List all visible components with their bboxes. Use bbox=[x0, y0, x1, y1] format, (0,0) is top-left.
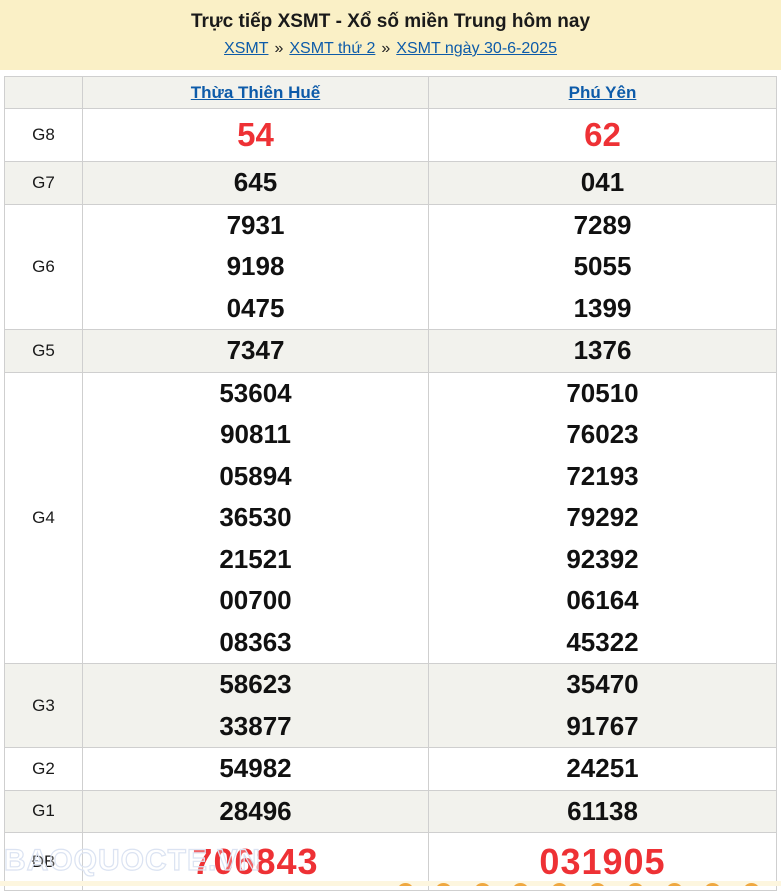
result-number: 90811 bbox=[220, 419, 291, 449]
result-number: 28496 bbox=[219, 795, 292, 826]
result-cell: 7289 5055 1399 bbox=[428, 203, 777, 330]
breadcrumb-separator: » bbox=[381, 40, 391, 57]
result-cell: 54 bbox=[82, 108, 429, 162]
result-number: 58623 bbox=[219, 669, 292, 699]
result-number: 08363 bbox=[219, 626, 292, 657]
results-table-wrap: Thừa Thiên Huế Phú Yên G8 54 62 G7 645 041 G6 7… bbox=[4, 76, 777, 891]
result-cell: 1376 bbox=[428, 329, 777, 373]
column-header-thua-thien-hue: Thừa Thiên Huế bbox=[82, 76, 429, 109]
province-link-phu-yen[interactable]: Phú Yên bbox=[568, 82, 637, 102]
result-number: 70510 bbox=[566, 377, 639, 408]
result-number: 06164 bbox=[566, 585, 639, 615]
result-number: 05894 bbox=[219, 460, 292, 491]
result-cell: 54982 bbox=[82, 747, 429, 791]
result-cell: 645 bbox=[82, 161, 429, 205]
result-number: 62 bbox=[584, 116, 621, 153]
result-number: 54982 bbox=[219, 753, 292, 783]
result-number: 91767 bbox=[566, 710, 639, 741]
result-number: 7931 bbox=[226, 209, 285, 240]
prize-label: G8 bbox=[4, 108, 83, 162]
result-number: 21521 bbox=[219, 543, 292, 574]
lottery-ball-icon bbox=[435, 883, 453, 886]
breadcrumb-link-xsmt[interactable]: XSMT bbox=[224, 40, 269, 57]
lottery-ball-icon bbox=[589, 883, 606, 886]
lottery-ball-icon bbox=[742, 883, 760, 886]
lottery-ball-icon bbox=[550, 883, 568, 886]
prize-label: G4 bbox=[4, 371, 83, 664]
column-header-phu-yen: Phú Yên bbox=[428, 76, 777, 109]
result-cell: 58623 33877 bbox=[82, 663, 429, 748]
result-number: 79292 bbox=[566, 502, 639, 532]
result-number: 35470 bbox=[566, 669, 639, 699]
prize-row-g1: G1 28496 61138 bbox=[4, 789, 777, 833]
breadcrumb: XSMT » XSMT thứ 2 » XSMT ngày 30-6-2025 bbox=[0, 40, 781, 58]
result-cell: 61138 bbox=[428, 789, 777, 833]
result-number: 92392 bbox=[566, 543, 639, 574]
result-number: 0475 bbox=[226, 292, 285, 323]
result-number: 72193 bbox=[566, 460, 639, 491]
result-cell: 24251 bbox=[428, 747, 777, 791]
prize-row-g3: G3 58623 33877 35470 91767 bbox=[4, 663, 777, 748]
result-number: 7289 bbox=[573, 209, 632, 240]
result-cell: 041 bbox=[428, 161, 777, 205]
result-cell: 62 bbox=[428, 108, 777, 162]
result-number: 645 bbox=[233, 167, 278, 197]
result-cell: 28496 bbox=[82, 789, 429, 833]
result-cell: 7931 9198 0475 bbox=[82, 203, 429, 330]
result-number: 041 bbox=[580, 167, 625, 197]
footer-strip bbox=[0, 881, 781, 886]
result-number: 706843 bbox=[192, 841, 319, 882]
prize-label: G1 bbox=[4, 789, 83, 833]
result-cell: 7347 bbox=[82, 329, 429, 373]
breadcrumb-link-xsmt-thu-2[interactable]: XSMT thứ 2 bbox=[289, 40, 376, 57]
page-header: Trực tiếp XSMT - Xổ số miền Trung hôm na… bbox=[0, 0, 781, 70]
results-table: Thừa Thiên Huế Phú Yên G8 54 62 G7 645 041 G6 7… bbox=[4, 76, 777, 891]
prize-label: G3 bbox=[4, 663, 83, 748]
result-number: 24251 bbox=[566, 753, 639, 783]
result-number: 9198 bbox=[226, 251, 285, 281]
results-header-row: Thừa Thiên Huế Phú Yên bbox=[4, 76, 777, 109]
breadcrumb-separator: » bbox=[274, 40, 284, 57]
prize-row-g6: G6 7931 9198 0475 7289 5055 1399 bbox=[4, 203, 777, 330]
result-cell: 35470 91767 bbox=[428, 663, 777, 748]
result-cell: 70510 76023 72193 79292 92392 06164 45322 bbox=[428, 371, 777, 664]
lottery-ball-icon bbox=[512, 883, 530, 886]
province-link-thua-thien-hue[interactable]: Thừa Thiên Huế bbox=[190, 82, 321, 102]
lottery-ball-icon bbox=[473, 883, 491, 886]
lottery-ball-icon bbox=[627, 883, 645, 886]
prize-row-g5: G5 7347 1376 bbox=[4, 329, 777, 373]
result-number: 5055 bbox=[573, 251, 632, 281]
prize-row-g2: G2 54982 24251 bbox=[4, 747, 777, 791]
lottery-ball-icon bbox=[665, 883, 683, 886]
result-number: 1399 bbox=[573, 292, 632, 323]
result-number: 7347 bbox=[226, 335, 285, 365]
result-number: 031905 bbox=[539, 841, 666, 882]
lottery-ball-icon bbox=[704, 883, 722, 886]
breadcrumb-link-xsmt-date[interactable]: XSMT ngày 30-6-2025 bbox=[396, 40, 557, 57]
result-number: 36530 bbox=[219, 502, 292, 532]
lottery-ball-icon bbox=[397, 883, 414, 886]
result-number: 76023 bbox=[566, 419, 639, 449]
prize-row-g8: G8 54 62 bbox=[4, 108, 777, 162]
result-number: 33877 bbox=[219, 710, 292, 741]
prize-label: G6 bbox=[4, 203, 83, 330]
prize-row-g7: G7 645 041 bbox=[4, 161, 777, 205]
prize-label: G5 bbox=[4, 329, 83, 373]
prize-label: G7 bbox=[4, 161, 83, 205]
page-title: Trực tiếp XSMT - Xổ số miền Trung hôm na… bbox=[190, 11, 591, 32]
result-cell: 53604 90811 05894 36530 21521 00700 08363 bbox=[82, 371, 429, 664]
result-number: 00700 bbox=[219, 585, 292, 615]
result-number: 53604 bbox=[219, 377, 292, 408]
result-number: 1376 bbox=[573, 335, 632, 365]
corner-cell bbox=[4, 76, 83, 109]
prize-label: G2 bbox=[4, 747, 83, 791]
result-number: 61138 bbox=[567, 795, 638, 826]
prize-row-g4: G4 53604 90811 05894 36530 21521 00700 08363 705… bbox=[4, 371, 777, 664]
results-table-body: G8 54 62 G7 645 041 G6 7931 9198 0475 7289 5055 1399… bbox=[4, 108, 777, 891]
result-number: 45322 bbox=[566, 626, 639, 657]
result-number: 54 bbox=[237, 116, 274, 153]
